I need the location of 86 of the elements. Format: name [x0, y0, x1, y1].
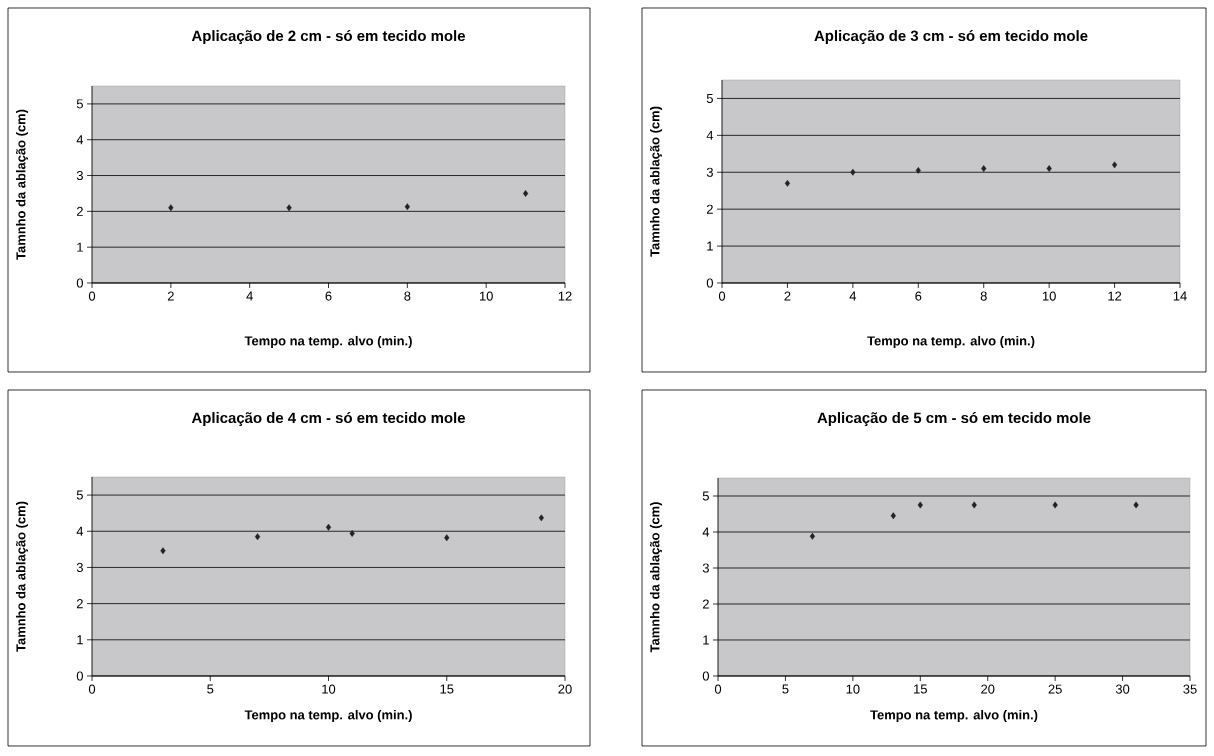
chart-title: Aplicação de 3 cm - só em tecido mole — [814, 29, 1088, 45]
x-tick-label: 20 — [558, 684, 572, 694]
y-axis-title: Tamnho da ablação (cm) — [15, 109, 29, 260]
point — [971, 501, 977, 509]
y-tick-label: 0 — [76, 671, 83, 681]
x-tick-label: 12 — [1108, 291, 1122, 301]
chart-title: Aplicação de 5 cm - só em tecido mole — [817, 411, 1091, 427]
x-axis-title: Tempo na temp. alvo (min.) — [244, 335, 412, 349]
x-tick-label: 4 — [246, 291, 253, 301]
x-tick-label: 8 — [404, 291, 411, 301]
y-tick-label: 3 — [76, 562, 83, 573]
point — [160, 547, 166, 555]
point — [349, 530, 355, 537]
x-tick-label: 12 — [558, 291, 572, 301]
y-tick-label: 0 — [706, 278, 713, 288]
y-tick-label: 4 — [706, 130, 714, 140]
chart-title: Aplicação de 4 cm - só em tecido mole — [191, 411, 466, 427]
y-tick-label: 4 — [76, 526, 84, 536]
x-tick-label: 0 — [88, 291, 96, 301]
x-tick-label: 2 — [784, 291, 791, 301]
x-tick-label: 5 — [207, 684, 214, 694]
y-tick-label: 3 — [702, 563, 709, 573]
y-tick-label: 2 — [706, 204, 713, 214]
point — [981, 165, 987, 172]
point — [444, 534, 450, 542]
y-tick-label: 3 — [706, 167, 713, 177]
x-tick-label: 35 — [1183, 684, 1197, 694]
x-tick-label: 2 — [167, 291, 174, 301]
y-tick-label: 5 — [76, 490, 83, 500]
y-tick-label: 3 — [76, 170, 83, 181]
y-tick-label: 2 — [702, 599, 709, 609]
y-axis-title: Tamnho da ablação (cm) — [649, 502, 663, 653]
x-tick-label: 15 — [914, 684, 927, 694]
point — [286, 204, 292, 212]
y-tick-label: 2 — [76, 599, 83, 609]
point — [522, 190, 529, 197]
point — [1046, 165, 1052, 172]
point — [1111, 161, 1118, 169]
x-tick-label: 6 — [325, 291, 332, 301]
point — [254, 533, 261, 541]
x-tick-label: 10 — [846, 684, 860, 694]
x-tick-label: 0 — [718, 291, 726, 301]
point — [890, 512, 896, 520]
y-tick-label: 1 — [707, 241, 713, 251]
point — [917, 501, 923, 509]
point — [915, 167, 921, 174]
x-tick-label: 10 — [1042, 291, 1056, 301]
x-tick-label: 4 — [849, 291, 857, 301]
point — [809, 532, 816, 540]
x-axis-title: Tempo na temp. alvo (min.) — [867, 335, 1035, 349]
x-tick-label: 0 — [88, 684, 96, 694]
x-axis-title: Tempo na temp. alvo (min.) — [870, 709, 1038, 723]
x-tick-label: 10 — [322, 684, 336, 694]
point — [1052, 501, 1058, 509]
point — [784, 179, 791, 187]
x-tick-label: 15 — [440, 684, 454, 694]
y-tick-label: 1 — [703, 635, 709, 645]
x-tick-label: 8 — [980, 291, 987, 301]
y-tick-label: 1 — [77, 635, 83, 645]
point — [325, 523, 332, 531]
x-tick-label: 25 — [1048, 684, 1062, 694]
x-axis-title: Tempo na temp. alvo (min.) — [244, 709, 412, 723]
y-tick-label: 4 — [702, 527, 710, 537]
x-tick-label: 10 — [479, 291, 493, 301]
y-tick-label: 0 — [76, 278, 83, 288]
point — [850, 168, 856, 176]
point — [404, 203, 410, 211]
x-tick-label: 6 — [915, 291, 922, 301]
point — [538, 514, 544, 522]
y-axis-title: Tamnho da ablação (cm) — [649, 106, 663, 257]
x-tick-label: 5 — [782, 684, 789, 694]
y-axis-title: Tamnho da ablação (cm) — [15, 501, 29, 652]
x-tick-label: 20 — [981, 684, 995, 694]
point — [168, 204, 174, 212]
y-tick-label: 0 — [702, 671, 709, 681]
y-tick-label: 1 — [77, 242, 83, 252]
y-tick-label: 5 — [706, 93, 713, 103]
point — [1133, 501, 1139, 509]
y-tick-label: 5 — [76, 99, 83, 109]
x-tick-label: 14 — [1173, 291, 1187, 301]
y-tick-label: 4 — [76, 135, 84, 145]
y-tick-label: 2 — [76, 206, 83, 216]
y-tick-label: 5 — [702, 491, 709, 501]
x-tick-label: 30 — [1115, 684, 1130, 694]
chart-title: Aplicação de 2 cm - só em tecido mole — [191, 29, 466, 45]
x-tick-label: 0 — [714, 684, 722, 694]
